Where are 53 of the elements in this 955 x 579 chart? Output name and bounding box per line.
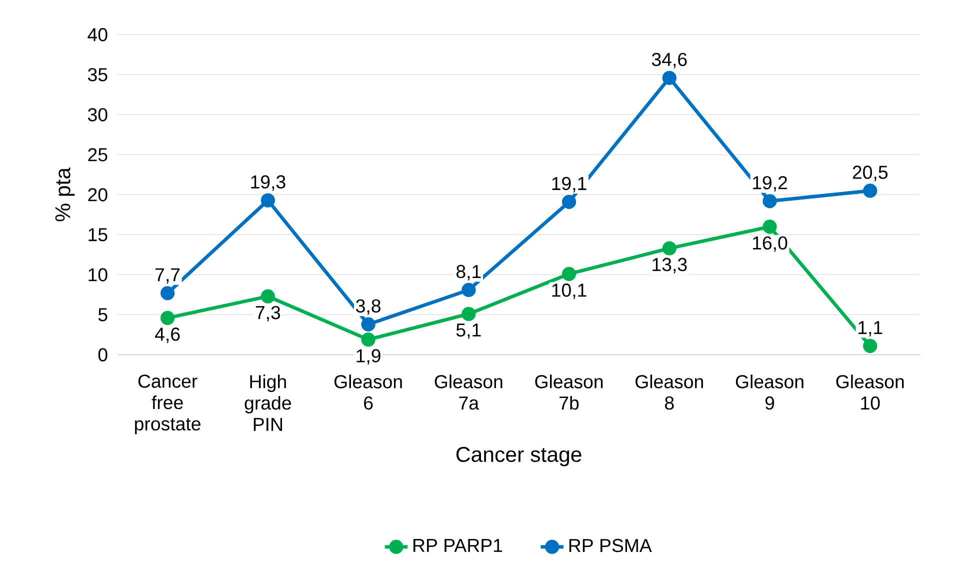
y-tick-label: 35 bbox=[88, 68, 108, 82]
point bbox=[762, 220, 777, 234]
point bbox=[361, 317, 376, 332]
point bbox=[562, 266, 576, 282]
x-tick-label: Cancer free prostate bbox=[135, 374, 200, 434]
data-label: 7,7 bbox=[156, 268, 180, 284]
data-label: 3,8 bbox=[356, 299, 380, 315]
data-label: 34,6 bbox=[652, 52, 687, 68]
data-label: 1,9 bbox=[356, 349, 380, 365]
legend-label: RP PSMA bbox=[569, 538, 652, 552]
data-label: 19,3 bbox=[251, 175, 286, 191]
y-tick-label: 25 bbox=[88, 148, 108, 162]
y-tick-label: 5 bbox=[98, 308, 108, 322]
data-label: 1,1 bbox=[858, 321, 882, 336]
point bbox=[160, 310, 175, 326]
data-label: 19,1 bbox=[552, 176, 586, 192]
point bbox=[260, 193, 275, 208]
point bbox=[863, 338, 878, 354]
x-tick-label: Gleason 7a bbox=[434, 374, 502, 410]
data-label: 13,3 bbox=[652, 258, 687, 274]
point bbox=[662, 70, 676, 86]
y-tick-label: 15 bbox=[88, 228, 108, 242]
legend-label: RP PARP1 bbox=[414, 539, 502, 552]
point bbox=[863, 184, 878, 198]
y-tick-label: 40 bbox=[88, 28, 108, 42]
data-label: 4,6 bbox=[155, 328, 180, 344]
y-tick-label: 10 bbox=[88, 268, 108, 282]
data-label: 10,1 bbox=[552, 284, 586, 300]
x-tick-label: Gleason 10 bbox=[836, 374, 904, 410]
point bbox=[361, 332, 376, 347]
x-tick-label: Gleason 6 bbox=[334, 374, 402, 410]
x-tick-label: Gleason 9 bbox=[736, 374, 804, 410]
data-label: 8,1 bbox=[456, 264, 481, 280]
data-label: 16,0 bbox=[753, 236, 788, 252]
x-tick-label: High grade PIN bbox=[244, 374, 291, 431]
point bbox=[462, 306, 476, 322]
point bbox=[662, 241, 676, 256]
y-tick-label: 20 bbox=[88, 188, 108, 202]
point bbox=[762, 194, 777, 208]
y-tick-label: 0 bbox=[98, 348, 108, 362]
data-label: 19,2 bbox=[753, 176, 787, 192]
point bbox=[160, 286, 175, 300]
y-axis-title: % pta bbox=[55, 168, 75, 222]
x-tick-label: Gleason 8 bbox=[636, 374, 703, 410]
data-label: 7,3 bbox=[256, 306, 280, 322]
point bbox=[462, 282, 476, 298]
point bbox=[562, 194, 576, 210]
point bbox=[260, 289, 275, 304]
data-label: 20,5 bbox=[852, 166, 888, 182]
x-axis-title: Cancer stage bbox=[456, 446, 582, 466]
y-tick-label: 30 bbox=[88, 108, 108, 122]
x-tick-label: Gleason 7b bbox=[535, 374, 603, 410]
data-label: 5,1 bbox=[456, 324, 481, 339]
